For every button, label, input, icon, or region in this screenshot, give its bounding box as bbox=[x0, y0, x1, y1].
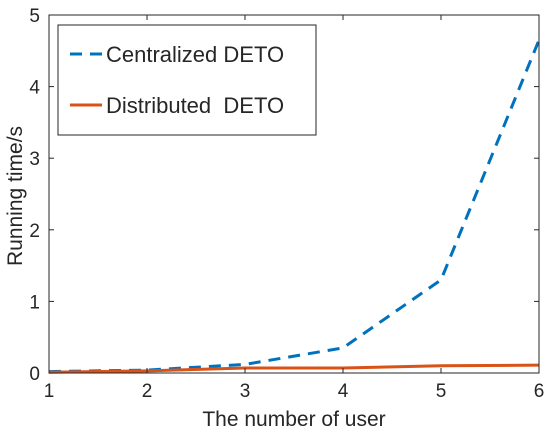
x-tick-label: 4 bbox=[338, 381, 349, 402]
legend-box bbox=[57, 24, 317, 136]
x-tick-label: 6 bbox=[534, 381, 545, 402]
legend: Centralized DETO Distributed DETO bbox=[57, 24, 317, 136]
axes-layer bbox=[48, 14, 540, 374]
legend-label-centralized: Centralized DETO bbox=[106, 42, 284, 67]
y-tick-label: 2 bbox=[29, 221, 40, 242]
y-tick-label: 0 bbox=[29, 364, 40, 385]
x-tick-label: 5 bbox=[436, 381, 447, 402]
series-distributed-line bbox=[48, 363, 540, 374]
plot-frame bbox=[48, 14, 540, 374]
x-tick-label: 1 bbox=[44, 381, 55, 402]
x-tick-label: 2 bbox=[142, 381, 153, 402]
y-tick-label: 1 bbox=[29, 292, 40, 313]
y-tick-label: 3 bbox=[29, 149, 40, 170]
y-tick-label: 5 bbox=[29, 6, 40, 27]
y-axis-title: Running time/s bbox=[4, 126, 27, 266]
y-tick-label: 4 bbox=[29, 78, 40, 99]
series-layer bbox=[48, 39, 541, 374]
legend-label-distributed: Distributed DETO bbox=[106, 93, 284, 118]
x-axis-title: The number of user bbox=[202, 408, 385, 431]
x-tick-label: 3 bbox=[240, 381, 251, 402]
